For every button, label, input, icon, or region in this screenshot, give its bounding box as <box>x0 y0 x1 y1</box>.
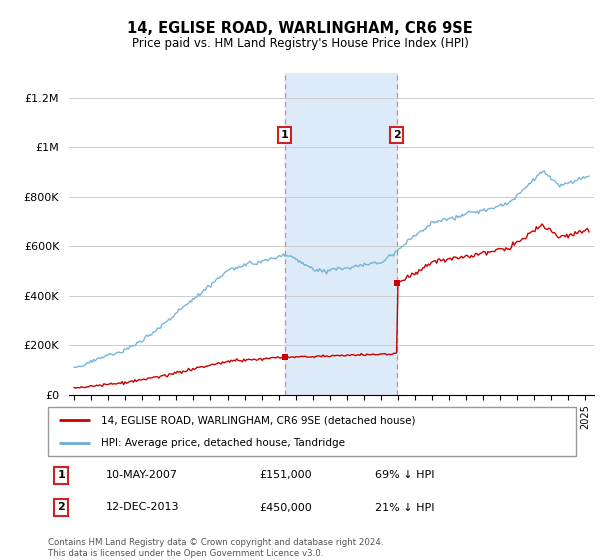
Text: HPI: Average price, detached house, Tandridge: HPI: Average price, detached house, Tand… <box>101 438 345 448</box>
Text: Price paid vs. HM Land Registry's House Price Index (HPI): Price paid vs. HM Land Registry's House … <box>131 37 469 50</box>
Text: 21% ↓ HPI: 21% ↓ HPI <box>376 502 435 512</box>
Text: 12-DEC-2013: 12-DEC-2013 <box>106 502 179 512</box>
Text: 2: 2 <box>58 502 65 512</box>
Text: Contains HM Land Registry data © Crown copyright and database right 2024.
This d: Contains HM Land Registry data © Crown c… <box>48 538 383 558</box>
Text: 14, EGLISE ROAD, WARLINGHAM, CR6 9SE: 14, EGLISE ROAD, WARLINGHAM, CR6 9SE <box>127 21 473 36</box>
Text: 14, EGLISE ROAD, WARLINGHAM, CR6 9SE (detached house): 14, EGLISE ROAD, WARLINGHAM, CR6 9SE (de… <box>101 416 415 426</box>
Text: 10-MAY-2007: 10-MAY-2007 <box>106 470 178 480</box>
Text: 1: 1 <box>58 470 65 480</box>
Text: 2: 2 <box>393 130 400 140</box>
Text: £151,000: £151,000 <box>259 470 312 480</box>
Text: £450,000: £450,000 <box>259 502 312 512</box>
Text: 69% ↓ HPI: 69% ↓ HPI <box>376 470 435 480</box>
Bar <box>285 73 397 395</box>
Text: 1: 1 <box>281 130 289 140</box>
